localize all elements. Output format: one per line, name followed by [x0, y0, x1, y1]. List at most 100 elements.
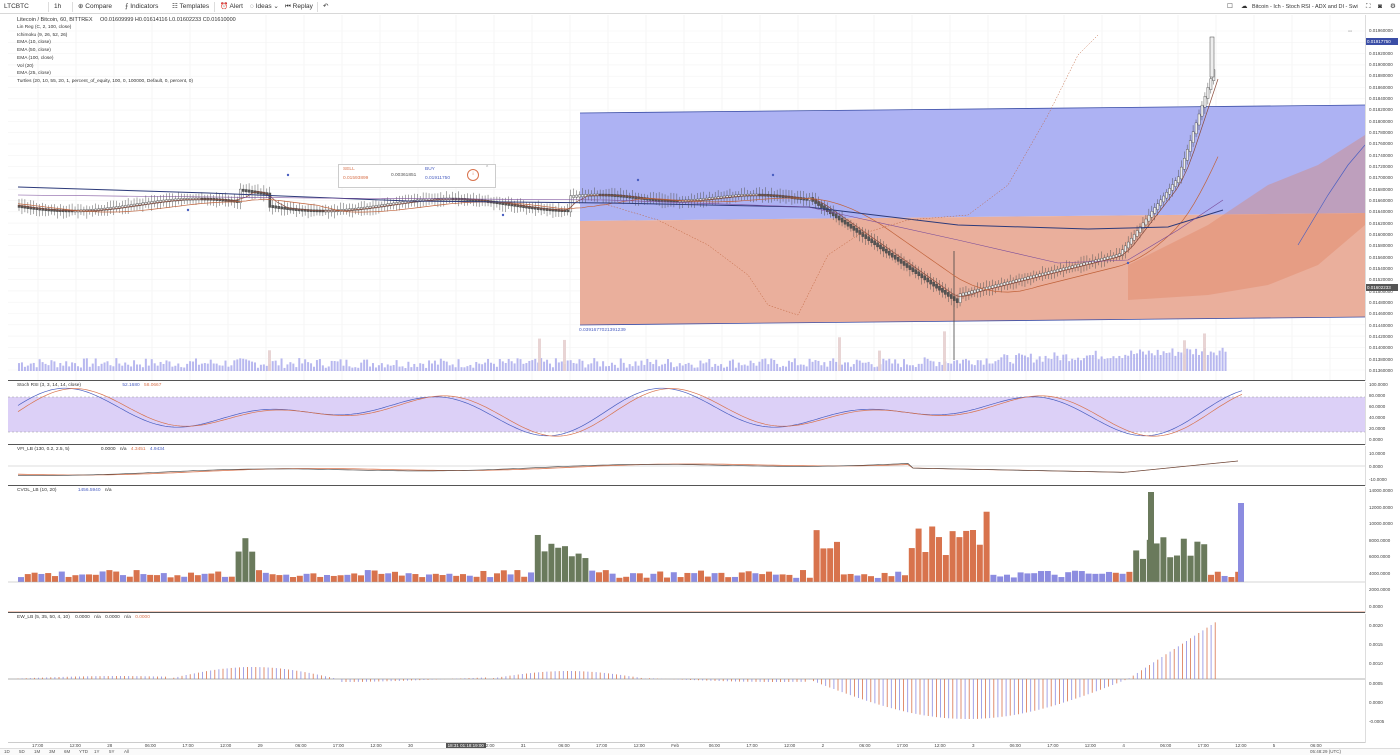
fullscreen-icon[interactable]: ⛶ [1366, 3, 1371, 10]
ideas-button[interactable]: ◌ Ideas ⌄ [250, 2, 279, 12]
volume-bar [593, 358, 596, 371]
volume-bar [726, 366, 728, 371]
stoch-rsi-chart[interactable] [8, 382, 1365, 445]
legend-item[interactable]: Lin Reg (C, 2, 100, close) [17, 25, 72, 30]
cvol-chart[interactable] [8, 487, 1365, 613]
legend-item[interactable]: EMA (25, close) [17, 71, 51, 77]
cvol-pane[interactable]: CVOL_LB (10, 20) 1456.5940 n/a [8, 487, 1365, 613]
checkbox-icon[interactable]: ☐ [1227, 3, 1233, 10]
volume-bar [911, 365, 914, 371]
legend-item[interactable]: Vol (20) [17, 63, 34, 69]
symbol-search[interactable]: LTCBTC [4, 2, 29, 12]
legend-item[interactable]: Turtles (20, 10, 55, 20, 1, percent_of_e… [17, 78, 193, 84]
volume-bar [693, 367, 696, 371]
timeframe-button[interactable]: 1D [4, 749, 10, 754]
candle-body [1138, 226, 1142, 233]
price-chart[interactable] [8, 15, 1365, 381]
stoch-rsi-pane[interactable]: Stoch RSI (3, 3, 14, 14, close) 52.1680 … [8, 382, 1365, 445]
collapse-icon[interactable]: ⌃ [485, 166, 490, 171]
candle-body [1150, 211, 1154, 218]
timeframe-button[interactable]: 5D [19, 749, 25, 754]
candle-body [362, 206, 366, 210]
volume-bar [248, 360, 251, 371]
cvol-bar [827, 548, 834, 582]
volume-bar [1168, 352, 1171, 371]
volume-bar [91, 363, 94, 371]
cvol-bar [1004, 574, 1010, 582]
camera-icon[interactable]: ◙ [1378, 3, 1382, 10]
volume-bar [1206, 354, 1209, 371]
timeframe-button[interactable]: 1M [34, 749, 41, 754]
volume-bar [372, 363, 374, 371]
ew-axis[interactable]: 0.0020 0.0015 0.0010 0.0005 0.0000 -0.0005 [1365, 614, 1400, 743]
volume-bar [307, 362, 310, 371]
sell-button[interactable]: SELL 0.01593899 [343, 167, 368, 181]
volume-bar [492, 363, 495, 371]
legend-item[interactable]: EMA (50, close) [17, 48, 51, 54]
candle-body [882, 246, 885, 252]
legend-item[interactable]: EMA (10, close) [17, 40, 51, 46]
axis-tick-label: 0.01920000 [1369, 50, 1393, 56]
timeframe-button[interactable]: 3M [49, 749, 56, 754]
templates-button[interactable]: ☷ Templates [172, 2, 209, 12]
replay-button[interactable]: ⏮ Replay [285, 2, 313, 12]
cvol-bar [269, 574, 276, 582]
scroll-arrows[interactable]: ▫▫ [1348, 29, 1353, 35]
indicators-button[interactable]: ⨍ Indicators [125, 2, 158, 12]
volume-bar [717, 365, 720, 371]
candle-body [905, 263, 909, 268]
volume-bar [826, 366, 829, 371]
axis-tick-label: 0.01620000 [1369, 220, 1393, 226]
axis-tick-label: 0.01820000 [1369, 107, 1393, 113]
info-icon[interactable]: i [467, 169, 479, 181]
cvol-bar [738, 572, 745, 582]
volume-bar [938, 361, 941, 371]
compare-button[interactable]: ⊕ Compare [78, 2, 112, 12]
volume-bar [811, 361, 814, 371]
timeframe-button[interactable]: 6M [64, 749, 71, 754]
vfi-axis[interactable]: 10.0000 0.0000 -10.0000 [1365, 446, 1400, 486]
interval-selector[interactable]: 1h [54, 3, 62, 10]
stoch-axis[interactable]: 100.0000 80.0000 60.0000 40.0000 20.0000 0.00… [1365, 382, 1400, 445]
volume-bar [478, 363, 481, 371]
cvol-bar [1187, 555, 1194, 582]
volume-bar [1118, 355, 1121, 371]
cvol-bar [500, 570, 507, 582]
volume-bar [1021, 354, 1023, 371]
candle-body [138, 203, 142, 206]
price-axis[interactable]: 0.019600000.019400000.019200000.01900000… [1365, 15, 1400, 381]
time-tick-label: 3 [972, 743, 975, 748]
buy-button[interactable]: BUY 0.01911750 [425, 167, 450, 181]
cvol-bar [426, 574, 432, 582]
settings-icon[interactable]: ⚙ [1390, 3, 1396, 10]
volume-bar [1080, 360, 1082, 371]
alert-button[interactable]: ⏰ Alert [220, 2, 243, 12]
vfi-pane[interactable]: VFI_LB (130, 0.2, 2.5, 5) 0.0000 n/a 4.3… [8, 446, 1365, 486]
timeframe-button[interactable]: 5Y [109, 749, 115, 754]
volume-bar [622, 362, 625, 371]
vfi-signal-line [18, 460, 1239, 476]
ew-chart[interactable] [8, 614, 1365, 743]
timeframe-button[interactable]: All [124, 749, 130, 754]
undo-button[interactable]: ↶ [323, 2, 328, 12]
volume-bar [814, 360, 817, 371]
legend-item[interactable]: Ichimoku (9, 26, 52, 26) [17, 32, 68, 38]
vfi-chart[interactable] [8, 446, 1365, 486]
volume-bar [1071, 358, 1074, 371]
candle-body [516, 204, 519, 208]
volume-bar [882, 358, 885, 371]
volume-bar [1121, 358, 1124, 371]
price-pane[interactable]: Litecoin / Bitcoin, 60, BITTREX O0.01609… [8, 15, 1365, 381]
volume-bar [852, 364, 855, 371]
legend-item[interactable]: EMA (100, close) [17, 55, 54, 61]
timeframe-button[interactable]: 1Y [94, 749, 100, 754]
cvol-bar [976, 544, 983, 582]
cvol-axis[interactable]: 14000.0000 12000.0000 10000.0000 8000.0000 6… [1365, 487, 1400, 613]
timeframe-button[interactable]: YTD [79, 749, 88, 754]
ohlc-values: O0.01609999 H0.01614116 L0.01602233 C0.0… [100, 17, 236, 23]
ew-pane[interactable]: EW_LB (5, 35, 50, 4, 10) 0.0000 n/a 0.00… [8, 614, 1365, 743]
axis-tick-label: 0.01420000 [1369, 334, 1393, 339]
layout-name[interactable]: Bitcoin - Ich - Stoch RSI - ADX and DI -… [1252, 4, 1358, 10]
candle-body [1188, 140, 1192, 152]
volume-bar [44, 363, 47, 371]
